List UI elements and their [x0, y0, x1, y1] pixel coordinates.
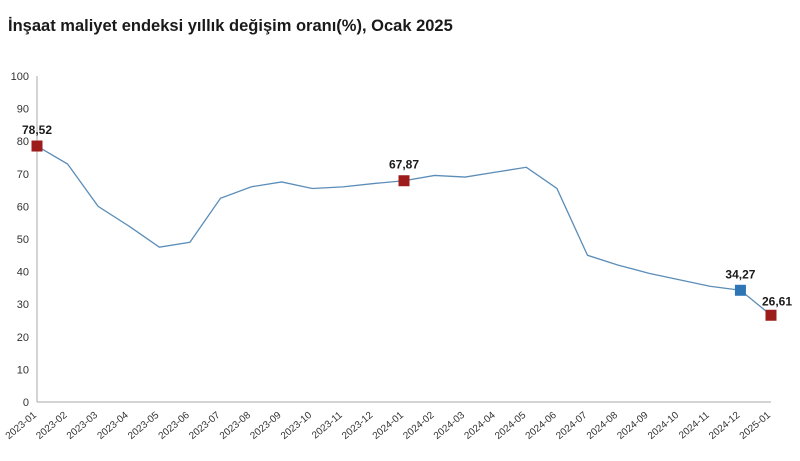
svg-text:2023-10: 2023-10: [279, 410, 315, 442]
svg-text:2025-01: 2025-01: [738, 410, 774, 442]
svg-text:2023-08: 2023-08: [218, 410, 254, 442]
svg-text:60: 60: [17, 201, 29, 213]
svg-text:2023-12: 2023-12: [340, 410, 376, 442]
svg-text:2023-04: 2023-04: [95, 410, 131, 442]
svg-text:2024-07: 2024-07: [554, 410, 590, 442]
svg-text:2023-03: 2023-03: [65, 410, 101, 442]
svg-text:2024-05: 2024-05: [493, 410, 529, 442]
svg-text:2024-02: 2024-02: [401, 410, 437, 442]
svg-text:2024-04: 2024-04: [462, 410, 498, 442]
svg-text:40: 40: [17, 267, 29, 279]
svg-text:20: 20: [17, 332, 29, 344]
svg-text:2024-11: 2024-11: [677, 410, 712, 442]
svg-text:80: 80: [17, 136, 29, 148]
svg-text:2024-06: 2024-06: [524, 410, 560, 442]
svg-text:78,52: 78,52: [22, 123, 52, 137]
svg-text:0: 0: [23, 397, 29, 409]
svg-text:50: 50: [17, 234, 29, 246]
svg-text:2024-01: 2024-01: [371, 410, 407, 442]
svg-text:2023-09: 2023-09: [248, 410, 284, 442]
svg-text:2023-05: 2023-05: [126, 410, 162, 442]
svg-text:70: 70: [17, 169, 29, 181]
svg-text:2023-06: 2023-06: [157, 410, 193, 442]
svg-text:2024-09: 2024-09: [615, 410, 651, 442]
svg-text:67,87: 67,87: [389, 158, 419, 172]
svg-text:100: 100: [11, 71, 29, 83]
svg-text:10: 10: [17, 364, 29, 376]
svg-text:90: 90: [17, 104, 29, 116]
svg-text:34,27: 34,27: [725, 267, 755, 281]
svg-text:26,61: 26,61: [762, 294, 792, 308]
svg-text:2024-03: 2024-03: [432, 410, 468, 442]
svg-text:2024-10: 2024-10: [646, 410, 682, 442]
svg-text:2023-11: 2023-11: [310, 410, 345, 442]
svg-text:2023-02: 2023-02: [34, 410, 70, 442]
svg-text:30: 30: [17, 299, 29, 311]
svg-text:2023-01: 2023-01: [4, 410, 40, 442]
svg-text:2024-12: 2024-12: [707, 410, 743, 442]
svg-text:2023-07: 2023-07: [187, 410, 223, 442]
svg-text:2024-08: 2024-08: [585, 410, 621, 442]
